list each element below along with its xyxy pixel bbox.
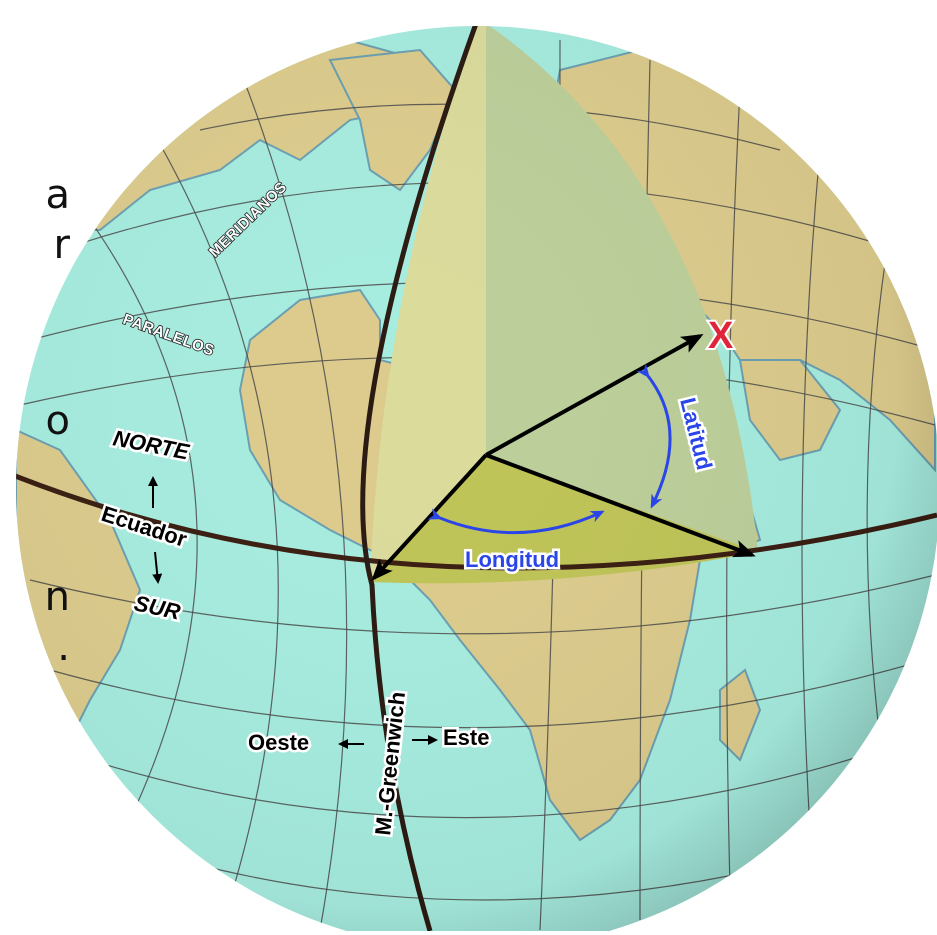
point-x-marker: X <box>708 315 734 357</box>
oeste-label: Oeste <box>248 730 309 755</box>
este-label: Este <box>443 725 489 750</box>
clipped-text-line-1: a <box>45 172 70 218</box>
vector-to-point-x <box>485 334 704 457</box>
clipped-text-line-4: n <box>44 574 70 620</box>
clipped-text-line-3: o <box>45 398 70 444</box>
vector-to-equator-point <box>485 453 756 558</box>
longitude-angle-arc <box>427 508 605 535</box>
clipped-text-line-2: r <box>53 222 70 268</box>
clipped-text-line-5: . <box>57 624 70 670</box>
south-arrow <box>152 551 163 584</box>
longitud-label: Longitud <box>465 547 559 572</box>
latitude-angle-arc <box>636 363 672 509</box>
globe-shading <box>16 26 937 935</box>
